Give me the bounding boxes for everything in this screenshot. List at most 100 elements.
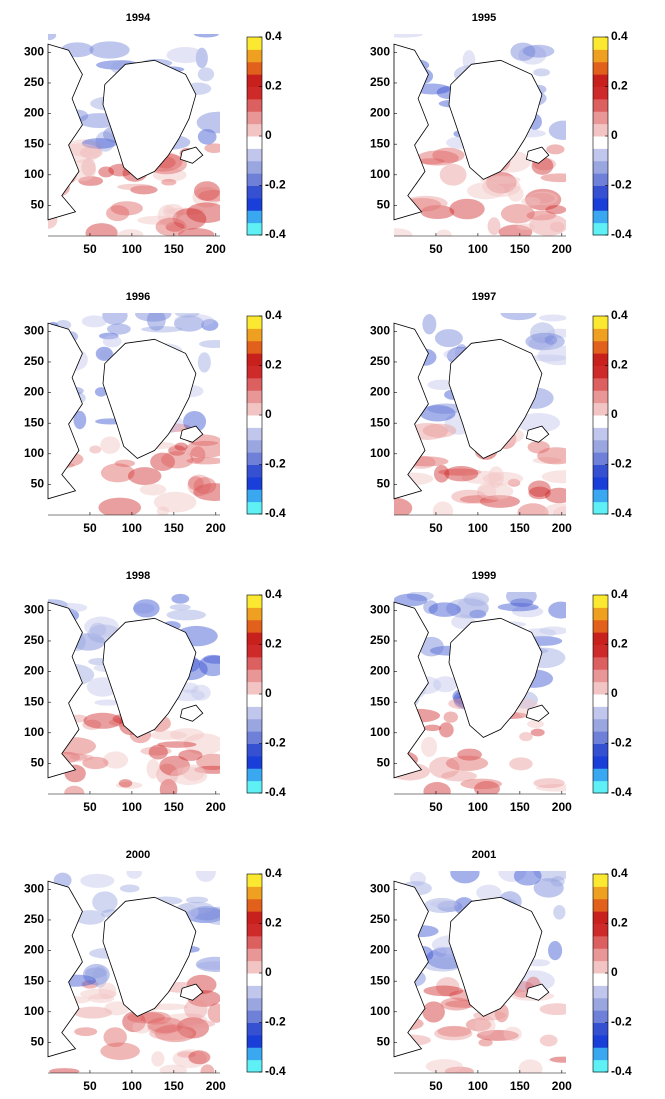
- field-patch: [64, 785, 85, 794]
- field-patch: [394, 228, 413, 236]
- greenland: [102, 338, 197, 459]
- colorbar-step: [593, 415, 608, 428]
- colorbar-tick-label: -0.2: [611, 736, 632, 750]
- colorbar-step: [247, 222, 262, 236]
- canada-coast: [393, 322, 429, 500]
- colorbar-step: [593, 476, 608, 490]
- field-patch: [434, 329, 463, 348]
- colorbar-tick-label: 0.2: [265, 916, 282, 930]
- colorbar-step: [247, 111, 262, 125]
- y-tick-label: 150: [24, 136, 44, 150]
- field-patch: [430, 900, 458, 908]
- y-tick-label: 50: [377, 477, 391, 491]
- field-patch: [177, 228, 215, 236]
- panel: 1998 50 100 150 200 50 100 150 200 250 300 -0.4 -0.2…: [24, 570, 286, 814]
- colorbar-step: [247, 123, 262, 137]
- field-patch: [474, 780, 500, 794]
- y-tick-label: 250: [370, 633, 390, 647]
- greenland: [102, 896, 197, 1017]
- colorbar-step: [247, 656, 262, 670]
- field-patch: [537, 345, 566, 366]
- y-tick-label: 300: [24, 45, 44, 59]
- field-patch: [148, 744, 168, 760]
- field-patch: [191, 684, 211, 701]
- y-tick-label: 300: [24, 603, 44, 617]
- colorbar-step: [247, 960, 262, 974]
- field-patch: [193, 765, 220, 774]
- field-patch: [110, 201, 143, 216]
- field-patch: [178, 901, 214, 914]
- colorbar-step: [593, 390, 608, 404]
- field-patch: [539, 1034, 558, 1047]
- field-patch: [505, 592, 537, 606]
- field-patch: [478, 1038, 493, 1047]
- y-tick-label: 50: [31, 1035, 45, 1049]
- colorbar-step: [593, 755, 608, 769]
- y-tick-label: 150: [24, 415, 44, 429]
- colorbar-step: [247, 985, 262, 999]
- field-patch: [157, 741, 197, 748]
- field-patch: [95, 346, 113, 361]
- y-tick-label: 150: [370, 136, 390, 150]
- field-patch: [159, 1064, 188, 1073]
- colorbar-step: [247, 340, 262, 354]
- y-tick-label: 200: [370, 106, 390, 120]
- field-patch: [444, 1066, 474, 1073]
- field-patch: [141, 326, 183, 333]
- field-patch: [423, 600, 438, 614]
- iceland: [525, 704, 550, 722]
- canada-coast: [47, 322, 83, 500]
- field-patch: [465, 1018, 492, 1032]
- colorbar-tick-label: 0.4: [265, 308, 282, 322]
- colorbar-step: [593, 222, 608, 236]
- colorbar-step: [593, 731, 608, 744]
- field-patch: [197, 961, 220, 970]
- colorbar-step: [593, 886, 608, 900]
- field-patch: [183, 410, 207, 433]
- y-tick-label: 200: [24, 664, 44, 678]
- field-patch: [176, 1017, 210, 1039]
- y-tick-label: 250: [24, 354, 44, 368]
- field-patch: [528, 486, 551, 500]
- field-patch: [193, 483, 220, 501]
- field-patch: [445, 755, 489, 771]
- field-patch: [73, 410, 87, 430]
- field-patch: [419, 405, 456, 422]
- colorbar-step: [593, 185, 608, 199]
- field-patch: [424, 897, 459, 914]
- field-patch: [432, 147, 465, 163]
- field-patch: [482, 176, 521, 197]
- colorbar-step: [247, 694, 262, 707]
- colorbar-step: [247, 973, 262, 986]
- field-patch: [49, 1068, 80, 1073]
- field-patch: [544, 503, 566, 515]
- field-patch: [409, 871, 426, 887]
- colorbar-step: [247, 390, 262, 404]
- field-patch: [154, 1024, 197, 1043]
- field-patch: [94, 387, 108, 397]
- colorbar-tick-label: 0.4: [265, 29, 282, 43]
- y-tick-label: 200: [370, 664, 390, 678]
- field-patch: [548, 120, 566, 140]
- field-patch: [159, 778, 178, 794]
- field-patch: [539, 626, 566, 635]
- colorbar-step: [247, 365, 262, 379]
- field-patch: [165, 222, 185, 232]
- colorbar-step: [593, 973, 608, 986]
- field-patch: [174, 313, 200, 318]
- field-patch: [519, 732, 533, 742]
- field-patch: [188, 476, 204, 491]
- colorbar-step: [247, 427, 262, 441]
- colorbar-step: [247, 948, 262, 962]
- field-patch: [152, 168, 187, 182]
- field-patch: [423, 724, 442, 732]
- colorbar-step: [593, 669, 608, 683]
- colorbar-step: [593, 1034, 608, 1048]
- x-tick-label: 100: [122, 521, 142, 535]
- field-patch: [157, 204, 177, 226]
- field-patch: [89, 41, 130, 59]
- field-patch: [437, 900, 463, 912]
- field-patch: [480, 175, 521, 185]
- colorbar-step: [593, 607, 608, 621]
